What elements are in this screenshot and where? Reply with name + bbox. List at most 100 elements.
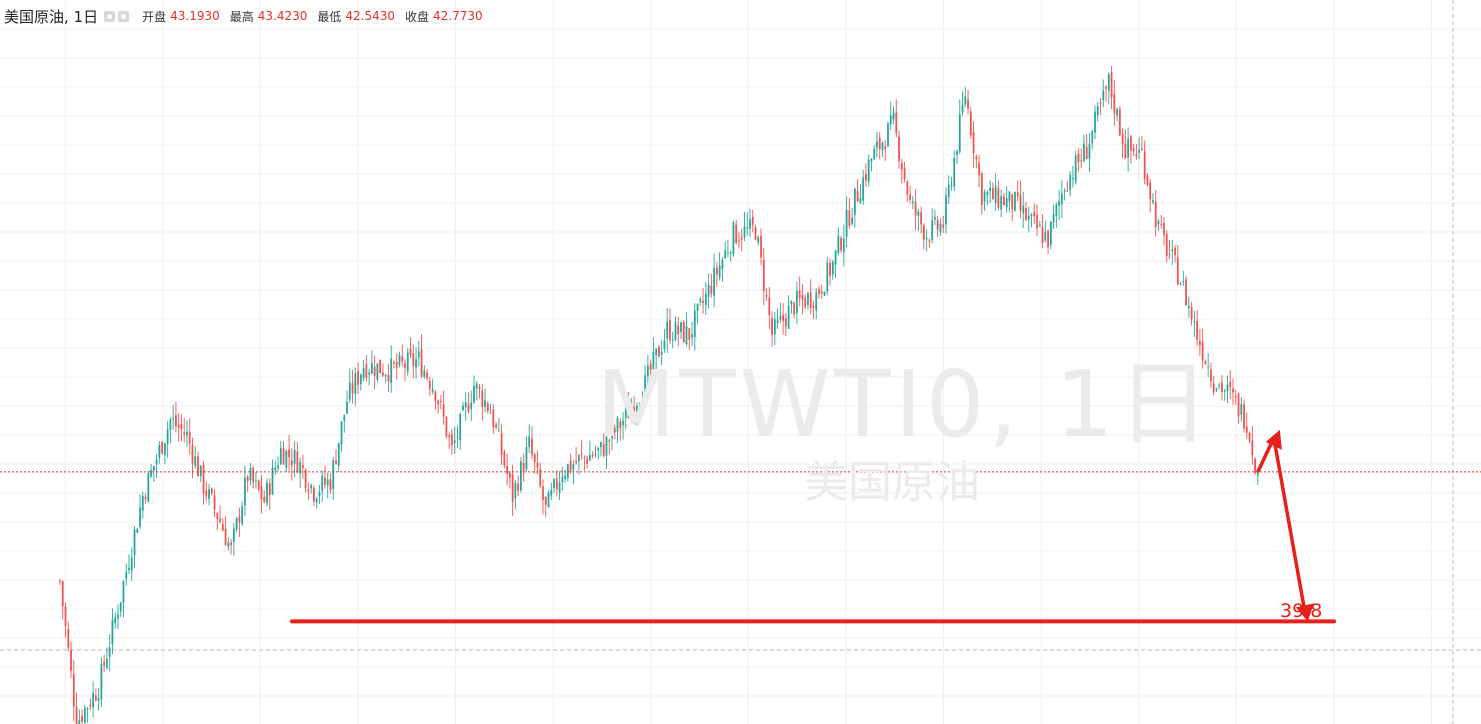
candle-body (533, 454, 536, 463)
candle-body (78, 719, 81, 724)
candle-body (831, 261, 834, 275)
candle-body (277, 465, 279, 468)
candle-body (655, 348, 658, 356)
candle-body (486, 403, 489, 412)
candle-body (511, 474, 514, 502)
candle-body (1102, 90, 1105, 101)
candle-body (406, 352, 409, 372)
candle-body (61, 581, 64, 607)
candle-body (586, 458, 589, 464)
candle-body (693, 310, 696, 338)
candle-body (161, 442, 164, 454)
candle-body (931, 220, 934, 240)
support-level-label: 39.8 (1280, 600, 1323, 622)
candle-body (1049, 221, 1052, 245)
candle-body (213, 495, 216, 510)
open-value: 43.1930 (170, 9, 220, 23)
candle-body (909, 194, 911, 200)
candle-body (1135, 154, 1138, 157)
candle-body (288, 449, 290, 458)
candle-body (150, 469, 152, 477)
candle-body (448, 435, 451, 437)
candle-body (103, 661, 106, 666)
symbol-title[interactable]: 美国原油, 1日 (4, 7, 99, 26)
candle-body (1033, 211, 1036, 217)
candle-body (395, 361, 398, 368)
candle-body (1118, 109, 1121, 136)
candle-body (81, 715, 83, 722)
candle-body (489, 412, 492, 414)
candle-body (663, 340, 666, 349)
candle-body (815, 292, 818, 311)
candle-body (853, 188, 856, 216)
candle-body (840, 237, 842, 251)
candle-body (1124, 143, 1127, 159)
candle-body (848, 210, 851, 226)
candle-body (696, 303, 699, 311)
candle-body (387, 374, 390, 382)
candle-body (751, 217, 754, 225)
candle-body (506, 466, 509, 475)
candle-body (547, 492, 550, 508)
candle-body (889, 115, 892, 125)
candle-body (658, 346, 660, 357)
candle-body (702, 301, 704, 303)
candle-body (508, 472, 511, 478)
candle-body (125, 572, 128, 579)
candle-body (898, 136, 900, 162)
candle-body (329, 479, 332, 491)
candle-body (715, 267, 718, 275)
candle-body (445, 417, 448, 437)
candle-body (531, 438, 533, 455)
candle-body (953, 157, 956, 187)
candle-body (431, 389, 434, 392)
candle-body (914, 202, 917, 216)
candle-body (141, 495, 144, 511)
candle-body (94, 695, 97, 701)
candle-body (451, 434, 453, 446)
candle-body (1256, 471, 1259, 476)
candle-body (928, 240, 931, 242)
candle-body (735, 224, 738, 244)
candle-body (834, 250, 837, 265)
high-value: 43.4230 (257, 9, 308, 23)
candle-body (1187, 305, 1190, 309)
candle-body (1025, 207, 1027, 220)
candle-body (1251, 440, 1254, 456)
candle-body (754, 227, 757, 240)
candle-body (1005, 198, 1008, 208)
candle-body (1243, 404, 1245, 429)
candle-body (1149, 182, 1152, 199)
candle-body (707, 284, 710, 297)
candle-body (147, 473, 150, 502)
candle-body (144, 496, 147, 500)
candle-body (89, 705, 92, 707)
candle-body (967, 99, 969, 109)
candle-body (677, 325, 680, 335)
candle-body (274, 468, 277, 471)
candle-body (876, 141, 878, 148)
eye-icon[interactable] (104, 10, 116, 22)
candle-body (608, 440, 611, 442)
candle-body (1240, 404, 1243, 415)
candle-body (67, 629, 70, 648)
candle-body (779, 315, 782, 320)
candle-body (326, 479, 329, 486)
candle-body (370, 363, 373, 374)
candle-body (920, 212, 923, 225)
candle-body (558, 482, 561, 493)
candle-body (1074, 155, 1077, 182)
candle-body (1174, 247, 1176, 256)
candle-body (619, 421, 622, 428)
candle-body (1080, 160, 1083, 162)
candle-body (343, 414, 346, 421)
candle-body (155, 459, 158, 465)
candle-body (580, 453, 583, 455)
candle-body (746, 227, 749, 229)
candle-body (238, 516, 241, 523)
candle-body (205, 490, 208, 497)
candle-body (1179, 283, 1182, 285)
settings-icon[interactable] (118, 10, 130, 22)
candle-body (191, 444, 194, 464)
